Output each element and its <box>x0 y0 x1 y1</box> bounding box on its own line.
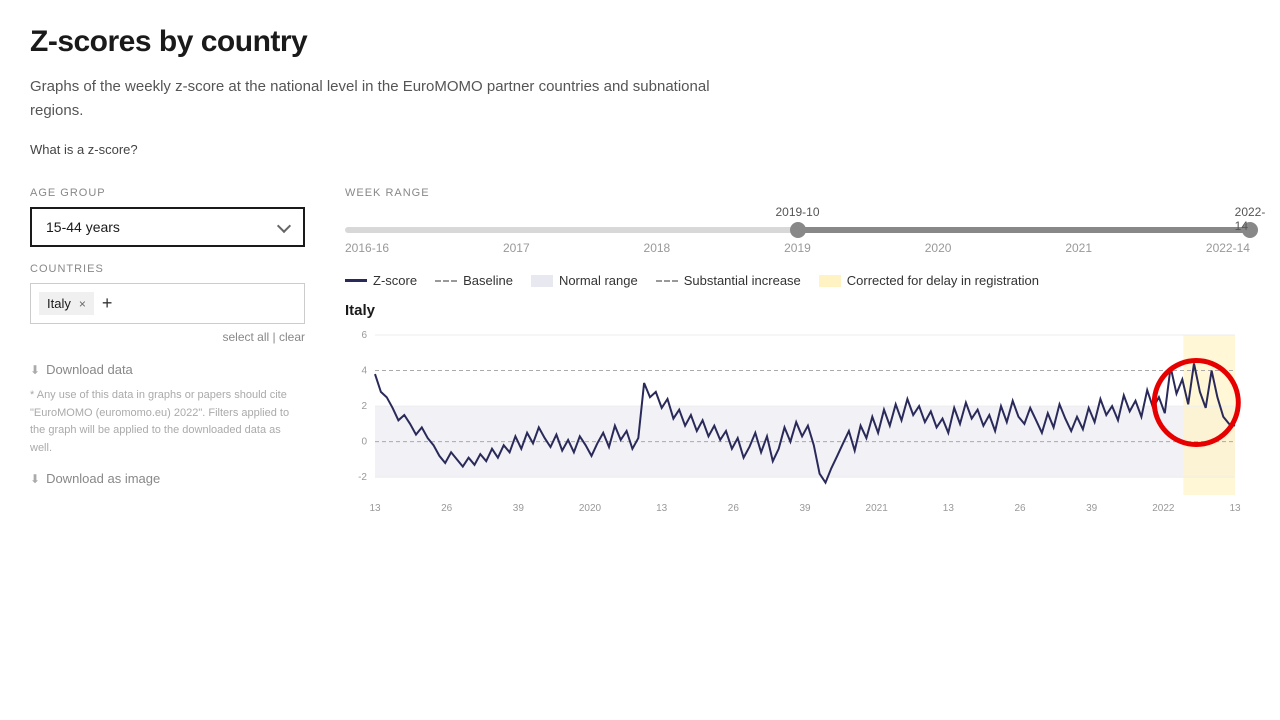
page-subtitle: Graphs of the weekly z-score at the nati… <box>30 75 730 123</box>
filters-sidebar: AGE GROUP 15-44 years COUNTRIES Italy × … <box>30 187 305 525</box>
countries-select[interactable]: Italy × + <box>30 283 305 324</box>
svg-text:39: 39 <box>1086 503 1098 514</box>
slider-ticks: 2016-16201720182019202020212022-14 <box>345 241 1250 255</box>
svg-text:0: 0 <box>361 437 367 448</box>
page-title: Z-scores by country <box>30 25 1250 59</box>
chart-section: WEEK RANGE 2019-10 2022-14 2016-16201720… <box>345 187 1250 525</box>
svg-text:13: 13 <box>943 503 955 514</box>
country-chip: Italy × <box>39 292 94 315</box>
svg-text:26: 26 <box>728 503 740 514</box>
zscore-chart: -2 0 2 4 6 13 26 39 2020 13 26 39 2021 13 26 39 2022 13 <box>345 325 1245 525</box>
chevron-down-icon <box>277 218 291 232</box>
chip-label: Italy <box>47 296 71 311</box>
age-group-select[interactable]: 15-44 years <box>30 207 305 247</box>
select-all-link[interactable]: select all <box>223 330 270 344</box>
add-country-icon[interactable]: + <box>102 293 113 314</box>
select-all-clear: select all | clear <box>30 330 305 344</box>
chart-country-title: Italy <box>345 302 1250 319</box>
svg-text:-2: -2 <box>358 472 367 483</box>
slider-start-label: 2019-10 <box>775 205 819 219</box>
svg-text:26: 26 <box>441 503 453 514</box>
citation-text: * Any use of this data in graphs or pape… <box>30 387 305 457</box>
svg-text:2020: 2020 <box>579 503 602 514</box>
svg-text:2021: 2021 <box>866 503 889 514</box>
age-group-value: 15-44 years <box>46 219 120 235</box>
svg-text:13: 13 <box>656 503 668 514</box>
svg-text:13: 13 <box>369 503 381 514</box>
download-image-link[interactable]: Download as image <box>30 471 305 486</box>
age-group-label: AGE GROUP <box>30 187 305 199</box>
chart-legend: Z-score Baseline Normal range Substantia… <box>345 273 1250 288</box>
svg-text:39: 39 <box>799 503 811 514</box>
svg-text:6: 6 <box>361 330 367 341</box>
clear-link[interactable]: clear <box>279 330 305 344</box>
help-link[interactable]: What is a z-score? <box>30 142 138 157</box>
week-range-slider[interactable]: 2019-10 2022-14 2016-1620172018201920202… <box>345 207 1250 255</box>
svg-text:26: 26 <box>1014 503 1026 514</box>
svg-text:39: 39 <box>513 503 525 514</box>
svg-text:2: 2 <box>361 401 367 412</box>
download-icon <box>30 362 40 377</box>
download-data-link[interactable]: Download data <box>30 362 305 377</box>
chip-remove-icon[interactable]: × <box>79 297 86 311</box>
download-icon <box>30 471 40 486</box>
slider-end-label: 2022-14 <box>1235 205 1266 233</box>
svg-text:13: 13 <box>1229 503 1241 514</box>
svg-text:4: 4 <box>361 366 367 377</box>
svg-text:2022: 2022 <box>1152 503 1175 514</box>
week-range-label: WEEK RANGE <box>345 187 1250 199</box>
countries-label: COUNTRIES <box>30 263 305 275</box>
